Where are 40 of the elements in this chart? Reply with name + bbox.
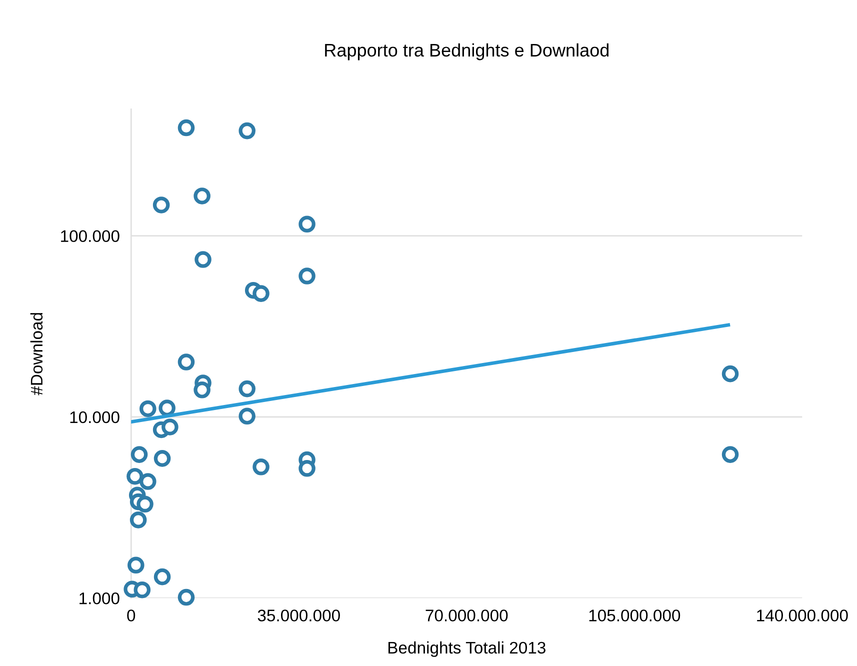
point — [134, 581, 151, 598]
point — [194, 188, 210, 204]
x-tick-label: 105.000.000 — [589, 610, 680, 622]
point — [252, 285, 270, 302]
chart-title: Rapporto tra Bednights e Downlaod — [325, 43, 609, 60]
point — [128, 556, 144, 574]
point — [722, 365, 739, 382]
point — [178, 119, 195, 136]
y-tick-label: 1.000 — [80, 592, 120, 604]
point — [194, 382, 210, 398]
point — [194, 251, 212, 268]
point — [162, 418, 178, 436]
point — [154, 568, 171, 586]
point — [136, 496, 154, 513]
point — [238, 380, 256, 398]
point — [152, 196, 170, 214]
y-tick-label: 10.000 — [70, 411, 120, 424]
point — [238, 122, 256, 140]
y-tick-label: 100.000 — [61, 230, 120, 242]
point — [154, 450, 171, 467]
x-axis-title: Bednights Totali 2013 — [388, 641, 546, 657]
point — [298, 216, 316, 233]
point — [178, 588, 195, 606]
point — [158, 400, 176, 416]
point — [238, 408, 256, 425]
point — [140, 473, 156, 490]
point — [130, 512, 147, 528]
x-tick-label: 35.000.000 — [258, 610, 340, 622]
point — [130, 446, 148, 463]
point — [126, 468, 144, 485]
point — [722, 446, 739, 463]
y-axis-title: #Download — [30, 313, 43, 396]
x-tick-label: 70.000.000 — [426, 610, 508, 622]
point — [140, 400, 156, 418]
point — [178, 354, 195, 370]
point — [298, 460, 316, 477]
point — [298, 268, 316, 284]
point — [252, 458, 270, 476]
x-tick-label: 140.000.000 — [757, 610, 848, 622]
x-tick-label: 0 — [127, 610, 136, 622]
